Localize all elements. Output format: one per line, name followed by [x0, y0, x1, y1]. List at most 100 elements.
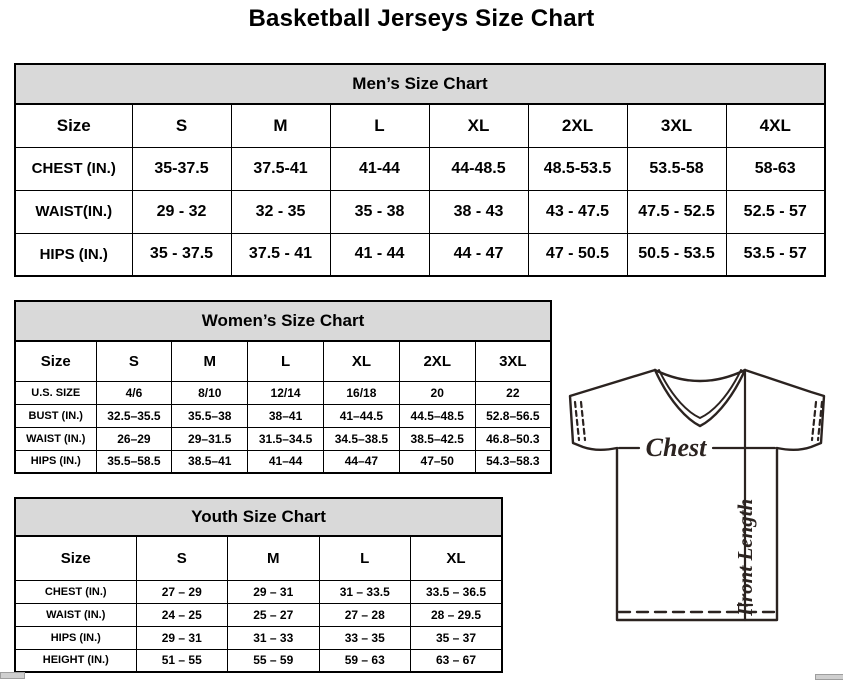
- womens-size-table-grid: Women’s Size Chart Size S M L XL 2XL 3XL U.S. SI…: [14, 300, 552, 474]
- women-col-header-l: L: [247, 340, 324, 382]
- men-cell: 53.5 - 57: [725, 232, 826, 277]
- women-cell: 52.8–56.5: [474, 403, 552, 428]
- youth-size-table: Youth Size Chart Size S M L XL CHEST (IN.) 27 –…: [14, 497, 503, 673]
- women-row: WAIST (IN.) 26–29 29–31.5 31.5–34.5 34.5–38.…: [14, 426, 552, 451]
- youth-cell: 27 – 29: [135, 579, 228, 604]
- women-row-label: HIPS (IN.): [14, 449, 97, 474]
- youth-row: WAIST (IN.) 24 – 25 25 – 27 27 – 28 28 – 29.…: [14, 602, 503, 627]
- men-cell: 41-44: [329, 146, 430, 191]
- youth-size-label: Size: [14, 535, 137, 581]
- women-col-header-m: M: [171, 340, 249, 382]
- men-size-label: Size: [14, 103, 133, 148]
- mens-size-table: Men’s Size Chart Size S M L XL 2XL 3XL 4XL CHEST …: [14, 63, 826, 277]
- men-cell: 38 - 43: [428, 189, 529, 234]
- youth-cell: 27 – 28: [318, 602, 411, 627]
- youth-cell: 28 – 29.5: [410, 602, 503, 627]
- women-col-header-2xl: 2XL: [398, 340, 476, 382]
- men-table-title: Men’s Size Chart: [14, 63, 826, 105]
- youth-col-header-l: L: [318, 535, 411, 581]
- women-cell: 26–29: [95, 426, 173, 451]
- women-table-title: Women’s Size Chart: [14, 300, 552, 342]
- horizontal-scrollbar-fragment-right[interactable]: [815, 674, 843, 680]
- men-row-label: HIPS (IN.): [14, 232, 133, 277]
- youth-cell: 24 – 25: [135, 602, 228, 627]
- men-cell: 52.5 - 57: [725, 189, 826, 234]
- men-col-header-l: L: [329, 103, 430, 148]
- men-cell: 37.5 - 41: [230, 232, 331, 277]
- youth-row-label: CHEST (IN.): [14, 579, 137, 604]
- collar-inner-v: [658, 369, 742, 419]
- men-col-header-2xl: 2XL: [527, 103, 628, 148]
- front-length-label: Front Length: [733, 499, 757, 617]
- front-length-measure-line: [736, 368, 754, 622]
- collar-outer-v: [653, 368, 747, 428]
- women-cell: 38.5–41: [171, 449, 249, 474]
- women-cell: 47–50: [398, 449, 476, 474]
- men-row: WAIST(IN.) 29 - 32 32 - 35 35 - 38 38 - 43 43…: [14, 189, 826, 234]
- women-cell: 41–44: [247, 449, 324, 474]
- mens-size-table-grid: Men’s Size Chart Size S M L XL 2XL 3XL 4XL CHEST …: [14, 63, 826, 277]
- collar-back-line: [653, 368, 747, 383]
- youth-cell: 29 – 31: [227, 579, 320, 604]
- youth-col-header-s: S: [135, 535, 228, 581]
- youth-cell: 25 – 27: [227, 602, 320, 627]
- women-size-label: Size: [14, 340, 97, 382]
- horizontal-scrollbar-fragment-left[interactable]: [0, 672, 25, 679]
- men-cell: 48.5-53.5: [527, 146, 628, 191]
- men-col-header-m: M: [230, 103, 331, 148]
- youth-col-header-xl: XL: [410, 535, 503, 581]
- womens-size-table: Women’s Size Chart Size S M L XL 2XL 3XL U.S. SI…: [14, 300, 552, 474]
- left-cuff-dashed-seam: [573, 400, 587, 442]
- men-row: CHEST (IN.) 35-37.5 37.5-41 41-44 44-48.5 48.…: [14, 146, 826, 191]
- jersey-outline: [568, 368, 826, 622]
- women-cell: 35.5–38: [171, 403, 249, 428]
- youth-row-label: WAIST (IN.): [14, 602, 137, 627]
- youth-cell: 29 – 31: [135, 625, 228, 650]
- women-col-header-3xl: 3XL: [474, 340, 552, 382]
- right-cuff-dashed-seam: [810, 400, 824, 442]
- men-cell: 50.5 - 53.5: [626, 232, 727, 277]
- women-row: BUST (IN.) 32.5–35.5 35.5–38 38–41 41–44.5 44…: [14, 403, 552, 428]
- women-cell: 20: [398, 380, 476, 405]
- men-cell: 58-63: [725, 146, 826, 191]
- women-cell: 41–44.5: [322, 403, 400, 428]
- men-cell: 41 - 44: [329, 232, 430, 277]
- youth-cell: 51 – 55: [135, 648, 228, 673]
- women-row-label: U.S. SIZE: [14, 380, 97, 405]
- women-row-label: WAIST (IN.): [14, 426, 97, 451]
- youth-row: HIPS (IN.) 29 – 31 31 – 33 33 – 35 35 – 37: [14, 625, 503, 650]
- men-cell: 47.5 - 52.5: [626, 189, 727, 234]
- youth-cell: 33.5 – 36.5: [410, 579, 503, 604]
- youth-size-table-grid: Youth Size Chart Size S M L XL CHEST (IN.) 27 –…: [14, 497, 503, 673]
- men-cell: 44-48.5: [428, 146, 529, 191]
- men-cell: 43 - 47.5: [527, 189, 628, 234]
- men-cell: 35-37.5: [131, 146, 232, 191]
- youth-cell: 55 – 59: [227, 648, 320, 673]
- women-cell: 35.5–58.5: [95, 449, 173, 474]
- women-cell: 54.3–58.3: [474, 449, 552, 474]
- men-col-header-s: S: [131, 103, 232, 148]
- men-cell: 47 - 50.5: [527, 232, 628, 277]
- women-cell: 12/14: [247, 380, 324, 405]
- women-col-header-s: S: [95, 340, 173, 382]
- youth-row: HEIGHT (IN.) 51 – 55 55 – 59 59 – 63 63 – 67: [14, 648, 503, 673]
- youth-cell: 63 – 67: [410, 648, 503, 673]
- women-cell: 8/10: [171, 380, 249, 405]
- youth-col-header-m: M: [227, 535, 320, 581]
- women-cell: 44.5–48.5: [398, 403, 476, 428]
- youth-cell: 31 – 33: [227, 625, 320, 650]
- men-col-header-3xl: 3XL: [626, 103, 727, 148]
- youth-cell: 35 – 37: [410, 625, 503, 650]
- women-row: HIPS (IN.) 35.5–58.5 38.5–41 41–44 44–47 47–5…: [14, 449, 552, 474]
- women-cell: 46.8–50.3: [474, 426, 552, 451]
- women-cell: 34.5–38.5: [322, 426, 400, 451]
- youth-row-label: HEIGHT (IN.): [14, 648, 137, 673]
- women-cell: 38.5–42.5: [398, 426, 476, 451]
- youth-cell: 33 – 35: [318, 625, 411, 650]
- women-cell: 31.5–34.5: [247, 426, 324, 451]
- men-col-header-xl: XL: [428, 103, 529, 148]
- women-cell: 16/18: [322, 380, 400, 405]
- jersey-measurement-diagram: Chest Front Length: [568, 368, 826, 622]
- men-cell: 37.5-41: [230, 146, 331, 191]
- women-cell: 32.5–35.5: [95, 403, 173, 428]
